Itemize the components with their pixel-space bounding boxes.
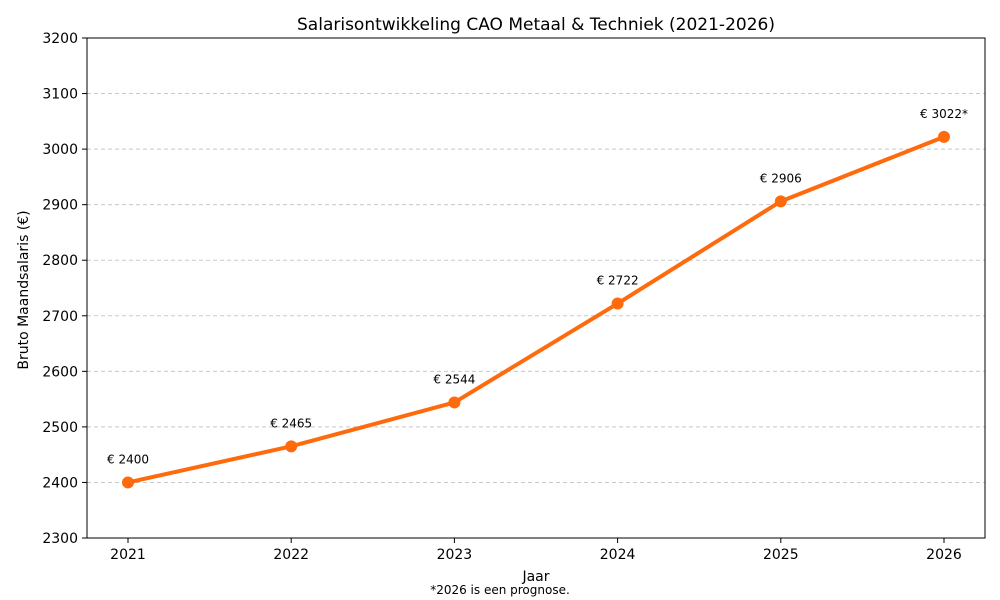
x-tick-label: 2023 <box>437 547 473 563</box>
y-axis-ticks: 2300 2400 2500 2600 2700 2800 2900 3000 3100 3200 <box>42 31 87 547</box>
data-point <box>611 297 624 310</box>
y-tick-label: 2600 <box>42 364 78 380</box>
x-tick-label: 2022 <box>273 547 309 563</box>
y-tick-label: 2900 <box>42 198 78 214</box>
series-line <box>126 134 946 485</box>
x-axis-ticks: 2021 2022 2023 2024 2025 2026 <box>110 538 962 563</box>
chart-title: Salarisontwikkeling CAO Metaal & Technie… <box>297 15 775 35</box>
data-point <box>774 195 787 208</box>
x-tick-label: 2025 <box>763 547 799 563</box>
y-tick-label: 2400 <box>42 475 78 491</box>
data-point <box>448 396 461 409</box>
y-tick-label: 3000 <box>42 142 78 158</box>
y-tick-label: 3200 <box>42 31 78 47</box>
data-label: € 2722 <box>597 274 639 288</box>
x-axis-label: Jaar <box>521 569 549 585</box>
plot-area-frame <box>86 37 986 539</box>
y-axis-label: Bruto Maandsalaris (€) <box>16 210 32 369</box>
y-tick-label: 2300 <box>42 531 78 547</box>
data-series <box>122 130 950 489</box>
y-tick-label: 2500 <box>42 420 78 436</box>
data-label: € 3022* <box>920 107 968 121</box>
data-point <box>122 476 134 489</box>
x-tick-label: 2024 <box>600 547 636 563</box>
y-tick-label: 2800 <box>42 253 78 269</box>
data-labels: € 2400 € 2465 € 2544 € 2722 € 2906 € 3022* <box>107 107 968 467</box>
y-tick-label: 2700 <box>42 309 78 325</box>
data-point <box>285 440 298 453</box>
data-point <box>938 130 950 143</box>
data-label: € 2906 <box>760 171 802 185</box>
data-label: € 2465 <box>270 416 312 430</box>
x-tick-label: 2021 <box>110 547 146 563</box>
gridlines <box>87 93 985 483</box>
footnote: *2026 is een prognose. <box>430 583 570 597</box>
y-tick-label: 3100 <box>42 87 78 103</box>
data-label: € 2400 <box>107 452 149 466</box>
data-label: € 2544 <box>433 372 475 386</box>
x-tick-label: 2026 <box>926 547 962 563</box>
